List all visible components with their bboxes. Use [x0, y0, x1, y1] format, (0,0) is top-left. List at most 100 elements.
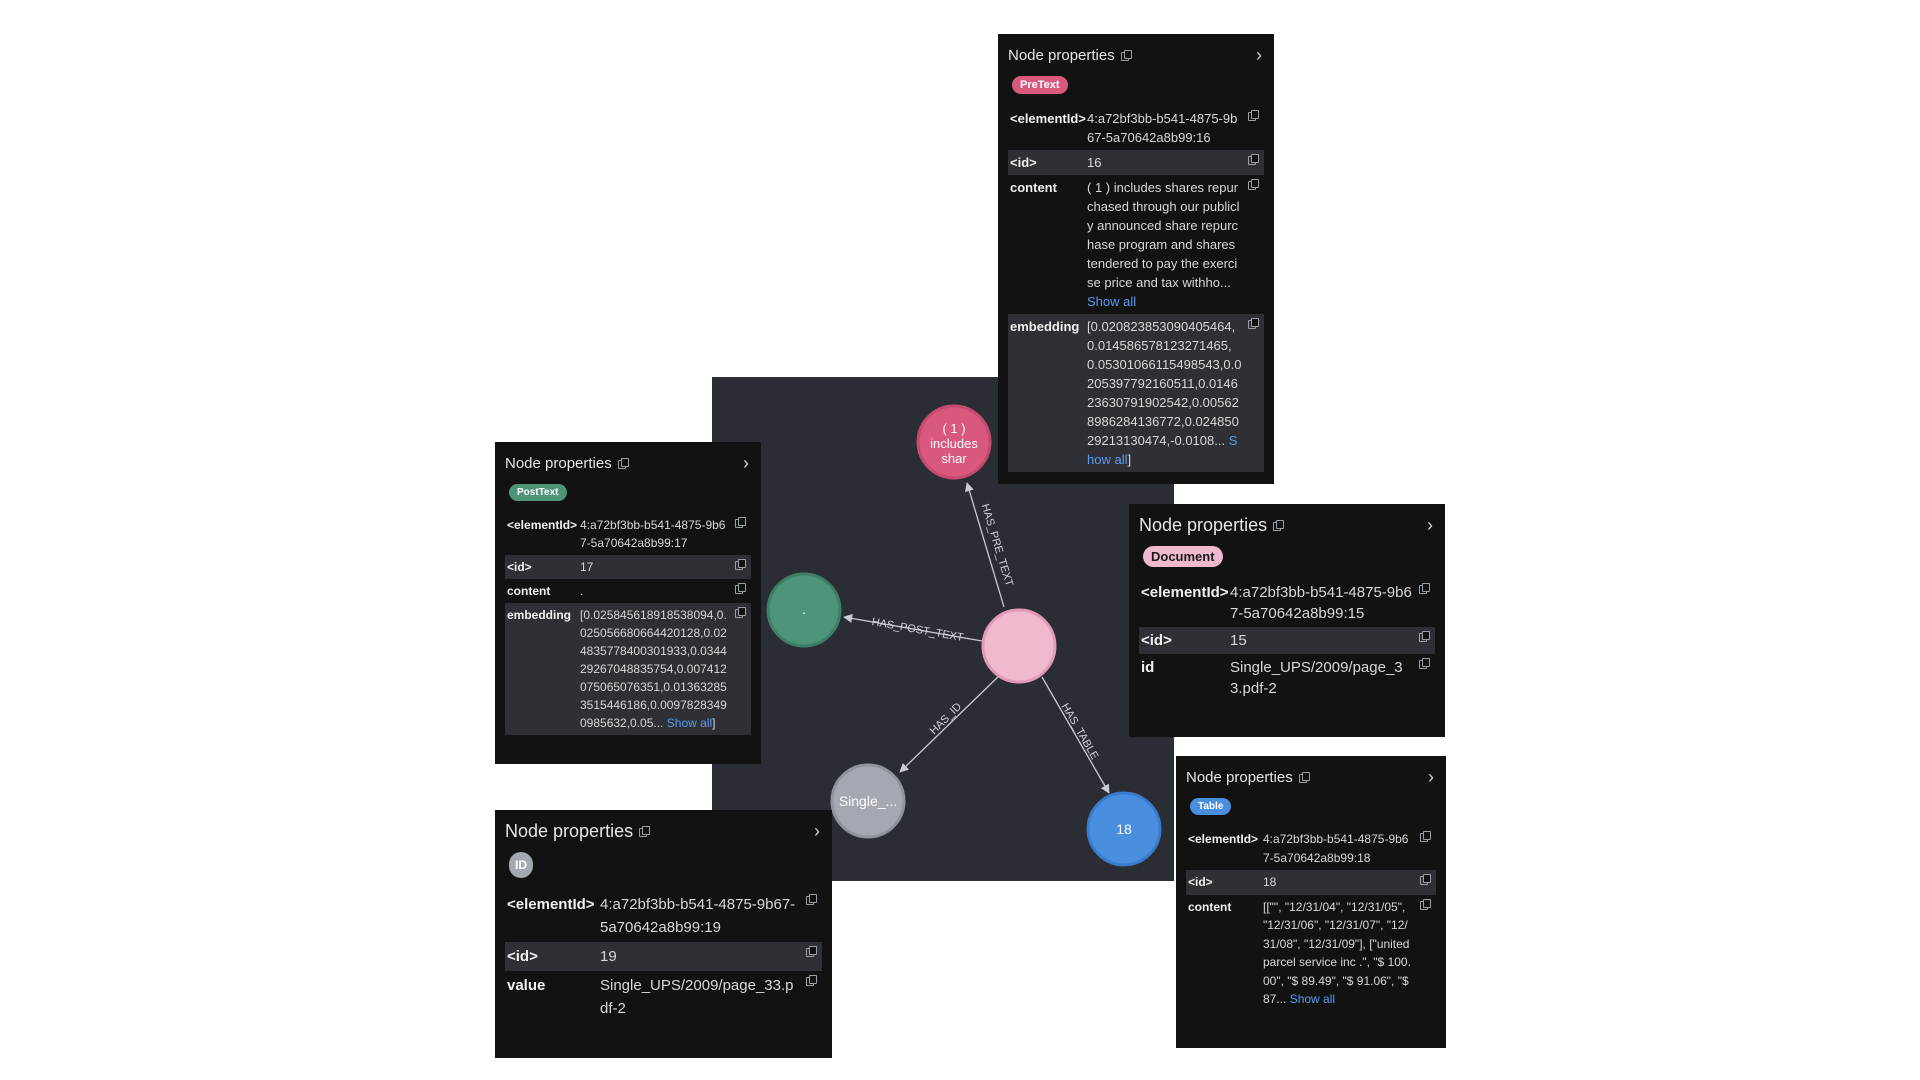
- property-value: 4:a72bf3bb-b541-4875-9b67-5a70642a8b99:1…: [600, 896, 796, 936]
- label-badge-id[interactable]: ID: [509, 852, 533, 878]
- edge-has-pre-text[interactable]: [964, 482, 1005, 608]
- property-key: embedding: [1010, 319, 1080, 334]
- property-key: <elementId>: [1141, 584, 1229, 601]
- panel-title: Node properties: [1186, 768, 1293, 786]
- property-key: <id>: [1010, 155, 1037, 170]
- panel-header: Node properties ›: [505, 452, 751, 474]
- property-key: <id>: [507, 560, 532, 574]
- copy-icon[interactable]: [735, 583, 746, 594]
- table-node[interactable]: [1086, 791, 1162, 867]
- edge-has-post-text[interactable]: [843, 613, 983, 642]
- property-value: Single_UPS/2009/page_33.pdf-2: [1230, 659, 1403, 697]
- document-node[interactable]: [981, 608, 1057, 684]
- property-row-id-value: id Single_UPS/2009/page_33.pdf-2: [1139, 654, 1435, 702]
- property-value: .: [580, 584, 584, 598]
- property-key: content: [507, 584, 551, 598]
- graph-svg[interactable]: HAS_PRE_TEXT HAS_POST_TEXT HAS_ID HAS_TA…: [712, 377, 1174, 881]
- property-value: 15: [1230, 632, 1247, 649]
- show-all-link[interactable]: Show all: [1087, 294, 1137, 309]
- panel-title: Node properties: [505, 820, 634, 841]
- property-row-id: <id> 19: [505, 942, 822, 971]
- property-value: 4:a72bf3bb-b541-4875-9b67-5a70642a8b99:1…: [1263, 832, 1409, 865]
- property-row-id: <id> 17: [505, 555, 751, 579]
- property-key: <elementId>: [507, 896, 595, 913]
- property-row-content: content [["", "12/31/04", "12/31/05", "1…: [1186, 895, 1436, 1012]
- chevron-right-icon[interactable]: ›: [1428, 767, 1434, 787]
- copy-icon[interactable]: [1248, 110, 1259, 121]
- copy-icon[interactable]: [806, 975, 817, 986]
- property-value: ( 1 ) includes shares repurchased throug…: [1087, 178, 1242, 311]
- property-row-embedding: embedding [0.020823853090405464,0.014586…: [1008, 314, 1264, 472]
- property-key: <id>: [507, 948, 538, 965]
- property-row-elementid: <elementId> 4:a72bf3bb-b541-4875-9b67-5a…: [505, 890, 822, 942]
- label-badge-pretext[interactable]: PreText: [1012, 76, 1068, 94]
- show-all-link[interactable]: Show all: [666, 716, 713, 730]
- property-row-value: value Single_UPS/2009/page_33.pdf-2: [505, 971, 822, 1023]
- copy-icon[interactable]: [1420, 874, 1431, 885]
- copy-icon[interactable]: [1120, 50, 1132, 61]
- property-row-elementid: <elementId> 4:a72bf3bb-b541-4875-9b67-5a…: [505, 513, 751, 555]
- pretext-node-label-2: includes: [930, 436, 978, 451]
- chevron-right-icon[interactable]: ›: [1256, 45, 1262, 65]
- property-key: content: [1010, 180, 1057, 195]
- copy-icon[interactable]: [1419, 583, 1430, 594]
- copy-icon[interactable]: [806, 894, 817, 905]
- show-all-link[interactable]: Show all: [1289, 992, 1336, 1006]
- property-row-content: content ( 1 ) includes shares repurchase…: [1008, 175, 1264, 314]
- property-value: 4:a72bf3bb-b541-4875-9b67-5a70642a8b99:1…: [1087, 111, 1238, 145]
- copy-icon[interactable]: [1420, 898, 1431, 910]
- posttext-node-label: .: [802, 601, 806, 617]
- panel-header: Node properties ›: [1139, 514, 1435, 536]
- panel-title: Node properties: [1008, 46, 1115, 64]
- copy-icon[interactable]: [735, 607, 746, 618]
- property-row-id: <id> 16: [1008, 150, 1264, 175]
- id-node[interactable]: [830, 763, 906, 839]
- copy-icon[interactable]: [1273, 520, 1285, 531]
- copy-icon[interactable]: [735, 559, 746, 570]
- edge-has-table[interactable]: [1041, 676, 1110, 794]
- chevron-right-icon[interactable]: ›: [814, 821, 820, 841]
- property-key: <id>: [1141, 632, 1172, 649]
- panel-header: Node properties ›: [1186, 766, 1436, 788]
- copy-icon[interactable]: [1248, 154, 1259, 165]
- property-key: <elementId>: [1010, 111, 1086, 126]
- copy-icon[interactable]: [1248, 318, 1259, 329]
- panel-header: Node properties ›: [505, 820, 822, 842]
- copy-icon[interactable]: [1419, 658, 1430, 669]
- pretext-node[interactable]: [916, 404, 992, 480]
- property-key: <elementId>: [1188, 832, 1259, 846]
- label-badge-posttext[interactable]: PostText: [509, 484, 567, 501]
- edge-has-id[interactable]: [899, 672, 1003, 773]
- show-all-link[interactable]: Show all: [1087, 433, 1238, 467]
- property-value: Single_UPS/2009/page_33.pdf-2: [600, 977, 794, 1017]
- property-key: embedding: [507, 608, 572, 622]
- chevron-right-icon[interactable]: ›: [1427, 515, 1433, 535]
- copy-icon[interactable]: [1248, 179, 1259, 190]
- property-value: 16: [1087, 155, 1102, 170]
- copy-icon[interactable]: [1420, 831, 1431, 842]
- copy-icon[interactable]: [806, 946, 817, 957]
- property-row-elementid: <elementId> 4:a72bf3bb-b541-4875-9b67-5a…: [1186, 827, 1436, 870]
- posttext-node[interactable]: [766, 572, 842, 648]
- property-row-embedding: embedding [0.025845618918538094,0.025056…: [505, 603, 751, 735]
- property-value-text: [0.020823853090405464,0.0145865781232714…: [1087, 319, 1242, 448]
- property-value: [["", "12/31/04", "12/31/05", "12/31/06"…: [1263, 898, 1414, 1009]
- property-row-content: content .: [505, 579, 751, 603]
- copy-icon[interactable]: [1298, 772, 1310, 783]
- copy-icon[interactable]: [617, 458, 629, 469]
- property-key: <elementId>: [507, 518, 578, 532]
- label-badge-table[interactable]: Table: [1190, 798, 1232, 815]
- property-value: 4:a72bf3bb-b541-4875-9b67-5a70642a8b99:1…: [580, 518, 726, 550]
- chevron-right-icon[interactable]: ›: [743, 453, 749, 473]
- copy-icon[interactable]: [639, 826, 651, 837]
- copy-icon[interactable]: [735, 517, 746, 528]
- table-node-label: 18: [1116, 821, 1132, 837]
- property-row-id: <id> 18: [1186, 870, 1436, 895]
- label-badge-document[interactable]: Document: [1143, 546, 1223, 567]
- property-row-elementid: <elementId> 4:a72bf3bb-b541-4875-9b67-5a…: [1008, 106, 1264, 150]
- property-value-text: [0.025845618918538094,0.0250566806644201…: [580, 608, 727, 730]
- property-row-elementid: <elementId> 4:a72bf3bb-b541-4875-9b67-5a…: [1139, 579, 1435, 627]
- property-key: content: [1188, 899, 1232, 914]
- copy-icon[interactable]: [1419, 631, 1430, 642]
- closing-bracket: ]: [1127, 452, 1132, 467]
